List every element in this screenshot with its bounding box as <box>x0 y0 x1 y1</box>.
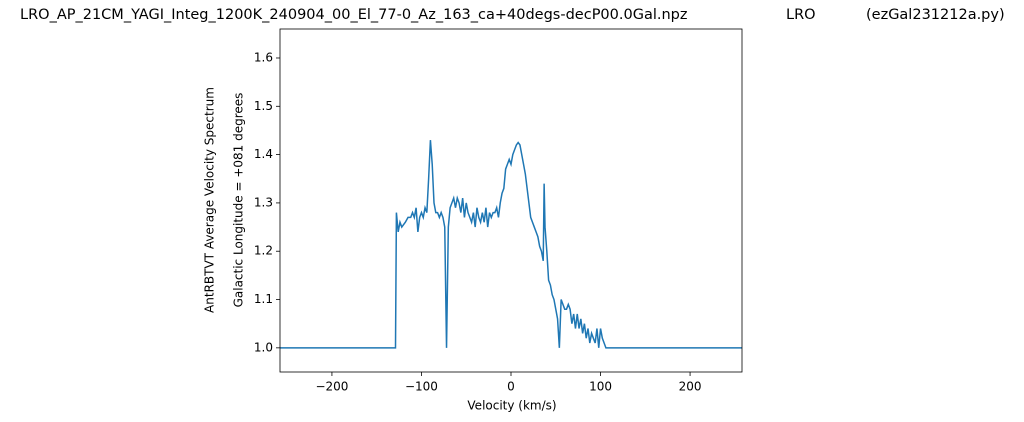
x-tick-label: 100 <box>589 380 612 394</box>
data-line <box>280 140 742 349</box>
station-label: LRO <box>786 7 816 23</box>
x-tick-label: 0 <box>507 380 515 394</box>
y-tick-label: 1.1 <box>254 292 273 306</box>
y-tick-label: 1.6 <box>254 50 273 64</box>
y-axis-label: Galactic Longitude = +081 degrees <box>232 93 246 308</box>
plot-frame <box>279 28 743 373</box>
script-label: (ezGal231212a.py) <box>866 7 1005 23</box>
chart-title: LRO_AP_21CM_YAGI_Integ_1200K_240904_00_E… <box>20 7 687 23</box>
y-tick-label: 1.3 <box>254 195 273 209</box>
x-tick-label: −100 <box>405 380 438 394</box>
y-axis-label: AntRBTVT Average Velocity Spectrum <box>203 87 217 313</box>
y-tick-label: 1.5 <box>254 99 273 113</box>
x-tick-label: −200 <box>315 380 348 394</box>
y-tick-label: 1.4 <box>254 147 273 161</box>
y-tick-label: 1.0 <box>254 340 273 354</box>
x-tick-label: 200 <box>679 380 702 394</box>
x-axis-label: Velocity (km/s) <box>467 399 556 413</box>
y-tick-label: 1.2 <box>254 244 273 258</box>
